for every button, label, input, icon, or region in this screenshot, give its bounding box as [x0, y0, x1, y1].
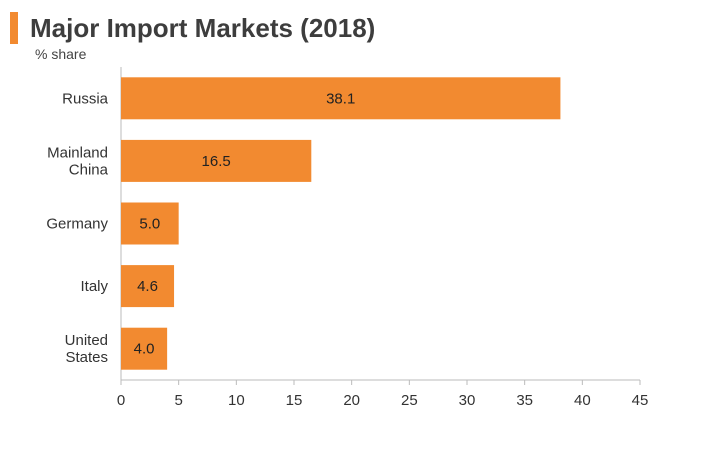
x-tick-label: 20 [343, 392, 360, 409]
category-label: China [69, 161, 109, 178]
category-label: Germany [46, 216, 108, 233]
chart-subtitle: % share [35, 46, 87, 62]
category-label: Mainland [47, 144, 108, 161]
x-tick-label: 40 [574, 392, 591, 409]
bar-value-label: 5.0 [139, 216, 160, 233]
x-tick-label: 30 [459, 392, 476, 409]
title-accent-bar [10, 12, 18, 44]
bar [121, 202, 179, 245]
chart-title: Major Import Markets (2018) [30, 12, 376, 43]
category-label: United [65, 332, 108, 349]
x-tick-label: 10 [228, 392, 245, 409]
chart-title-row: Major Import Markets (2018) [10, 12, 375, 44]
category-label: States [65, 349, 108, 366]
x-tick-label: 35 [516, 392, 533, 409]
category-label: Russia [62, 90, 109, 107]
bar-value-label: 4.0 [134, 341, 155, 358]
bar [121, 139, 312, 182]
bar-value-label: 4.6 [137, 278, 158, 295]
x-tick-label: 15 [286, 392, 303, 409]
bar [121, 327, 168, 370]
x-tick-label: 25 [401, 392, 418, 409]
x-tick-label: 5 [174, 392, 182, 409]
bar-value-label: 38.1 [326, 90, 355, 107]
bar [121, 265, 175, 308]
category-label: Italy [80, 278, 108, 295]
x-tick-label: 45 [632, 392, 649, 409]
x-tick-label: 0 [117, 392, 125, 409]
bar-value-label: 16.5 [202, 153, 231, 170]
bar [121, 77, 561, 120]
